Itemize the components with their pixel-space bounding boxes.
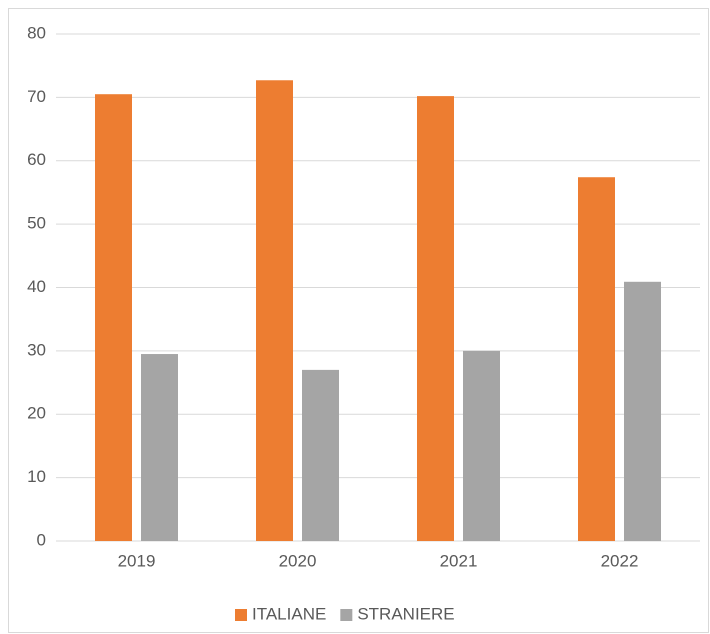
bar: [95, 94, 132, 542]
bar: [624, 281, 661, 541]
x-tick-label: 2021: [440, 551, 478, 570]
bar: [256, 80, 293, 542]
bar: [578, 177, 615, 542]
x-tick-label: 2020: [279, 551, 317, 570]
y-tick-label: 20: [27, 404, 46, 423]
legend-swatch: [235, 609, 247, 621]
bar: [141, 354, 178, 541]
bar: [463, 350, 500, 541]
x-tick-label: 2019: [118, 551, 156, 570]
legend-swatch: [340, 609, 353, 621]
bar: [302, 369, 339, 541]
x-tick-label: 2022: [601, 551, 639, 570]
legend-label: ITALIANE: [252, 604, 326, 623]
bar: [417, 96, 454, 542]
y-tick-label: 60: [27, 150, 46, 169]
legend-label: STRANIERE: [357, 604, 454, 623]
y-tick-label: 0: [37, 530, 46, 549]
y-tick-label: 30: [27, 340, 46, 359]
y-tick-label: 80: [27, 23, 46, 42]
y-tick-label: 40: [27, 277, 46, 296]
y-tick-label: 50: [27, 214, 46, 233]
y-tick-label: 10: [27, 467, 46, 486]
y-tick-label: 70: [27, 87, 46, 106]
